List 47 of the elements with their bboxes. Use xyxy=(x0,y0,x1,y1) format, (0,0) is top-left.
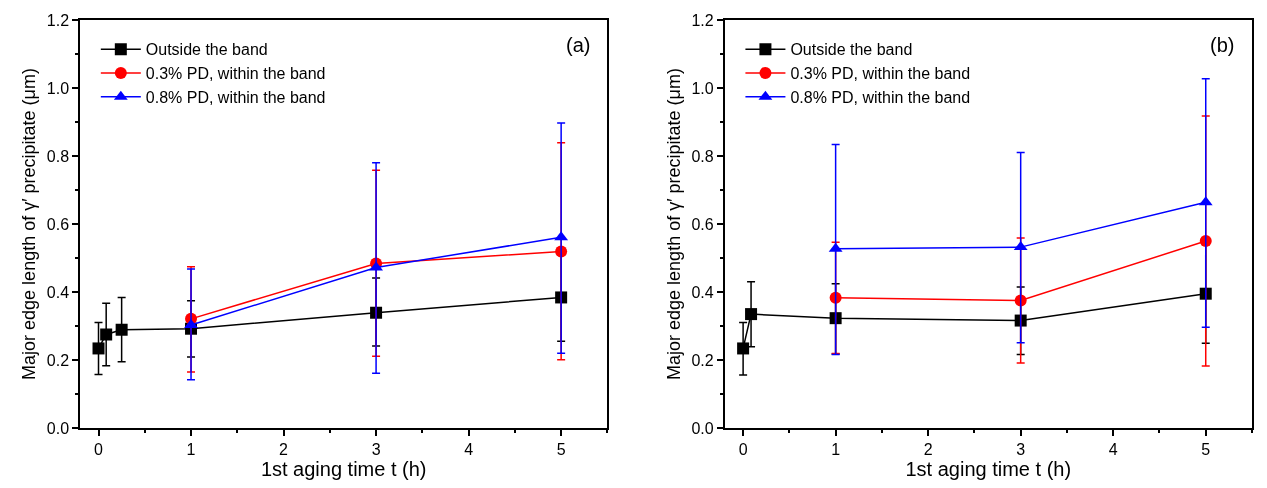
x-axis-title: 1st aging time t (h) xyxy=(905,457,1072,480)
point xyxy=(745,308,758,321)
point xyxy=(184,318,198,328)
x-tick-label: 0 xyxy=(94,440,104,458)
annotation: (a) xyxy=(566,34,591,56)
x-tick-label: 3 xyxy=(371,440,381,458)
point xyxy=(737,342,750,355)
point xyxy=(115,323,128,336)
legend-label: 0.3% PD, within the band xyxy=(145,65,326,83)
x-axis-title: 1st aging time t (h) xyxy=(260,457,427,480)
x-tick-label: 3 xyxy=(1016,440,1026,458)
legend-label: Outside the band xyxy=(790,41,913,59)
legend-label: 0.3% PD, within the band xyxy=(790,65,971,83)
y-tick-label: 1.2 xyxy=(691,11,714,29)
x-tick-label: 1 xyxy=(186,440,196,458)
point xyxy=(1199,287,1212,300)
y-tick-label: 0.2 xyxy=(691,351,714,369)
x-tick-label: 0 xyxy=(738,440,748,458)
y-tick-label: 0.4 xyxy=(46,283,70,301)
y-tick-label: 1.0 xyxy=(46,79,70,97)
point xyxy=(100,328,113,341)
point xyxy=(829,312,842,325)
y-tick-label: 1.0 xyxy=(691,79,714,97)
legend-label: 0.8% PD, within the band xyxy=(145,88,326,106)
y-tick-label: 0.8 xyxy=(46,147,70,165)
y-tick-label: 0.8 xyxy=(691,147,714,165)
y-tick-label: 0.6 xyxy=(46,215,70,233)
y-tick-label: 1.2 xyxy=(46,11,70,29)
y-tick-label: 0.6 xyxy=(691,215,714,233)
y-tick-label: 0.4 xyxy=(691,283,714,301)
y-axis-title: Major edge length of γ′ precipitate (μm) xyxy=(19,68,40,380)
x-tick-label: 2 xyxy=(923,440,933,458)
annotation: (b) xyxy=(1210,34,1235,56)
y-axis-title: Major edge length of γ′ precipitate (μm) xyxy=(664,68,685,380)
point xyxy=(1014,314,1027,327)
x-tick-label: 2 xyxy=(279,440,289,458)
x-tick-label: 5 xyxy=(1201,440,1211,458)
x-tick-label: 5 xyxy=(556,440,566,458)
x-tick-label: 4 xyxy=(1108,440,1118,458)
point xyxy=(92,342,105,355)
y-tick-label: 0.0 xyxy=(691,419,714,437)
x-tick-label: 4 xyxy=(464,440,474,458)
legend-label: 0.8% PD, within the band xyxy=(790,88,971,106)
y-tick-label: 0.2 xyxy=(46,351,70,369)
x-tick-label: 1 xyxy=(831,440,841,458)
legend-label: Outside the band xyxy=(145,41,268,59)
y-tick-label: 0.0 xyxy=(46,419,70,437)
